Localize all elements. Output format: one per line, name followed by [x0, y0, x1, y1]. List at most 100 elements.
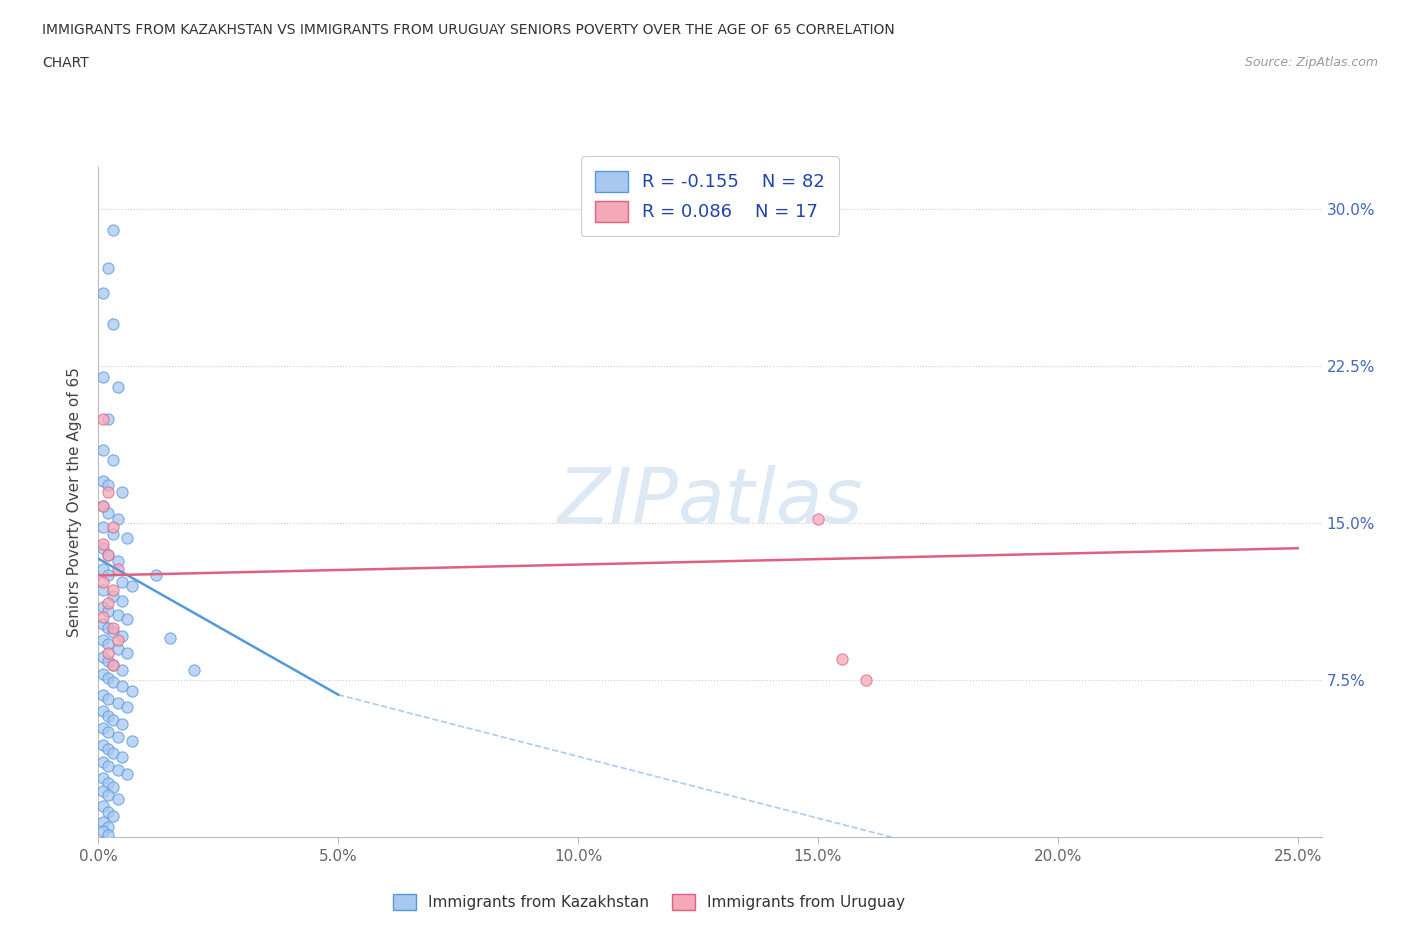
Point	[97, 776, 120, 790]
Point	[97, 620, 120, 635]
Point	[111, 662, 134, 677]
Point	[91, 721, 114, 736]
Point	[121, 733, 143, 748]
Point	[107, 792, 129, 807]
Text: Source: ZipAtlas.com: Source: ZipAtlas.com	[1244, 56, 1378, 69]
Point	[97, 742, 120, 757]
Point	[115, 530, 138, 545]
Point	[91, 771, 114, 786]
Point	[159, 631, 181, 645]
Point	[97, 804, 120, 819]
Point	[107, 633, 129, 648]
Point	[107, 512, 129, 526]
Point	[101, 712, 124, 727]
Point	[91, 687, 114, 702]
Point	[107, 763, 129, 777]
Point	[101, 658, 124, 673]
Point	[91, 617, 114, 631]
Point	[91, 541, 114, 556]
Point	[111, 575, 134, 590]
Point	[91, 610, 114, 625]
Point	[91, 737, 114, 752]
Point	[121, 578, 143, 593]
Point	[97, 671, 120, 685]
Point	[91, 823, 114, 838]
Point	[855, 672, 877, 687]
Point	[91, 798, 114, 813]
Point	[91, 815, 114, 830]
Point	[91, 783, 114, 798]
Point	[97, 819, 120, 834]
Point	[115, 766, 138, 781]
Point	[91, 286, 114, 300]
Point	[101, 589, 124, 604]
Point	[91, 575, 114, 590]
Point	[91, 474, 114, 489]
Point	[115, 645, 138, 660]
Point	[101, 658, 124, 673]
Point	[97, 595, 120, 610]
Point	[91, 667, 114, 682]
Point	[97, 709, 120, 724]
Point	[91, 411, 114, 426]
Point	[97, 692, 120, 707]
Point	[97, 788, 120, 803]
Point	[91, 562, 114, 577]
Point	[101, 223, 124, 238]
Point	[91, 499, 114, 514]
Point	[97, 260, 120, 275]
Point	[91, 600, 114, 615]
Point	[121, 683, 143, 698]
Point	[101, 675, 124, 690]
Point	[101, 526, 124, 541]
Point	[91, 369, 114, 384]
Point	[97, 485, 120, 499]
Point	[97, 604, 120, 618]
Point	[101, 582, 124, 598]
Point	[97, 478, 120, 493]
Point	[107, 608, 129, 623]
Point	[101, 779, 124, 794]
Point	[97, 637, 120, 652]
Point	[101, 453, 124, 468]
Point	[111, 750, 134, 764]
Point	[97, 547, 120, 562]
Point	[111, 593, 134, 608]
Point	[111, 485, 134, 499]
Point	[97, 505, 120, 520]
Point	[97, 654, 120, 669]
Point	[115, 612, 138, 627]
Point	[91, 704, 114, 719]
Point	[101, 317, 124, 332]
Point	[97, 568, 120, 583]
Point	[111, 679, 134, 694]
Point	[91, 520, 114, 535]
Point	[145, 568, 167, 583]
Point	[101, 746, 124, 761]
Point	[91, 537, 114, 551]
Point	[97, 725, 120, 740]
Point	[101, 520, 124, 535]
Point	[101, 625, 124, 640]
Point	[91, 650, 114, 665]
Point	[91, 754, 114, 769]
Point	[107, 379, 129, 394]
Legend: Immigrants from Kazakhstan, Immigrants from Uruguay: Immigrants from Kazakhstan, Immigrants f…	[387, 888, 911, 916]
Point	[91, 499, 114, 514]
Point	[97, 645, 120, 660]
Point	[97, 547, 120, 562]
Text: ZIPatlas: ZIPatlas	[557, 465, 863, 539]
Point	[97, 828, 120, 843]
Text: CHART: CHART	[42, 56, 89, 70]
Point	[107, 553, 129, 568]
Point	[111, 717, 134, 732]
Point	[807, 512, 830, 526]
Point	[101, 809, 124, 824]
Point	[831, 652, 853, 667]
Point	[97, 759, 120, 774]
Point	[111, 629, 134, 644]
Point	[101, 620, 124, 635]
Point	[91, 633, 114, 648]
Point	[183, 662, 205, 677]
Point	[97, 411, 120, 426]
